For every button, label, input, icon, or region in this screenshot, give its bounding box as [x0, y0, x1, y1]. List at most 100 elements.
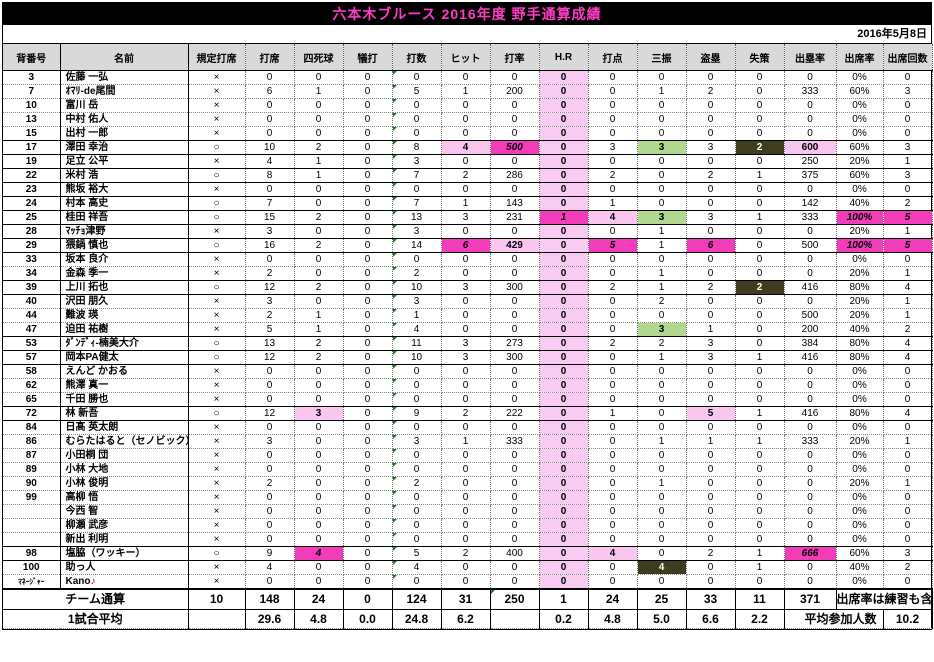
stat-cell-so: 0 [637, 98, 687, 113]
stat-cell-att-count: 0 [883, 504, 933, 519]
stat-cell-ab: 5 [392, 84, 442, 99]
stat-cell-pa: 3 [245, 294, 295, 309]
stat-cell-so: 1 [637, 224, 687, 239]
jersey-number-cell: 15 [3, 126, 61, 141]
stat-cell-bb: 2 [294, 238, 344, 253]
error-indicator-icon [392, 169, 397, 173]
stat-cell-avg: 400 [490, 546, 540, 561]
stat-cell-pa: 0 [245, 490, 295, 505]
player-name-cell: むらたはると（セノビック） [60, 434, 189, 449]
stat-cell-ab: 0 [392, 98, 442, 113]
stat-cell-sb: 1 [686, 322, 736, 337]
stat-cell-obp: 0 [784, 420, 837, 435]
column-header-name: 名前 [60, 44, 189, 71]
stat-cell-sb: 3 [686, 210, 736, 225]
stat-cell-ab: 0 [392, 574, 442, 590]
column-header-sb: 盗塁 [686, 44, 736, 71]
stat-cell-bb: 1 [294, 154, 344, 169]
stat-cell-hr: 0 [539, 406, 589, 421]
stat-cell-att-rate: 0% [836, 112, 884, 127]
stat-cell-avg: 500 [490, 140, 540, 155]
stat-cell-sb: 3 [686, 336, 736, 351]
qualified-mark-cell: × [188, 182, 246, 197]
error-indicator-icon [392, 561, 397, 565]
team-total-cell: 24 [294, 588, 344, 610]
game-average-cell [490, 609, 540, 629]
stat-cell-pa: 3 [245, 434, 295, 449]
error-indicator-icon [392, 141, 397, 145]
stat-cell-avg: 0 [490, 154, 540, 169]
error-indicator-icon [392, 127, 397, 131]
error-indicator-icon [392, 197, 397, 201]
stat-cell-ab: 0 [392, 448, 442, 463]
stat-cell-bb: 0 [294, 490, 344, 505]
stat-cell-err: 0 [735, 252, 785, 267]
stat-cell-obp: 333 [784, 210, 837, 225]
player-name-cell: 上川 拓也 [60, 280, 189, 295]
stat-cell-obp: 0 [784, 462, 837, 477]
error-indicator-icon [392, 351, 397, 355]
stat-cell-obp: 0 [784, 252, 837, 267]
stat-cell-avg: 0 [490, 266, 540, 281]
stat-cell-hits: 1 [441, 196, 491, 211]
jersey-number-cell: 44 [3, 308, 61, 323]
column-header-hr: H.R [539, 44, 589, 71]
stat-cell-so: 1 [637, 266, 687, 281]
qualified-mark-cell: × [188, 266, 246, 281]
player-row: 98 塩脇（ワッキー） ○ 9 4 0 5 2 400 0 4 0 2 1 666 60% 3 [3, 546, 933, 561]
stat-cell-pa: 2 [245, 266, 295, 281]
stat-cell-so: 4 [637, 560, 687, 575]
stat-cell-bb: 0 [294, 126, 344, 141]
stat-cell-avg: 286 [490, 168, 540, 183]
jersey-number-cell: 23 [3, 182, 61, 197]
stat-cell-obp: 0 [784, 294, 837, 309]
player-name-cell: 新出 利明 [60, 532, 189, 547]
column-header-qualified: 規定打席 [188, 44, 246, 71]
stat-cell-avg: 200 [490, 84, 540, 99]
stat-cell-avg: 0 [490, 392, 540, 407]
player-row: 84 日髙 英太朗 × 0 0 0 0 0 0 0 0 0 0 0 0 0% 0 [3, 420, 933, 435]
jersey-number-cell [3, 504, 61, 519]
stat-cell-ab: 1 [392, 308, 442, 323]
stat-cell-rbi: 0 [588, 378, 638, 393]
stat-cell-hits: 0 [441, 154, 491, 169]
stat-cell-so: 0 [637, 364, 687, 379]
team-total-cell: 0 [343, 588, 393, 610]
player-row: 25 桂田 祥吾 ○ 15 2 0 13 3 231 1 4 3 3 1 333 100% 5 [3, 210, 933, 225]
stat-cell-obp: 0 [784, 182, 837, 197]
qualified-mark-cell: × [188, 532, 246, 547]
stat-cell-so: 1 [637, 476, 687, 491]
stat-cell-ab: 0 [392, 518, 442, 533]
error-indicator-icon [392, 435, 397, 439]
stat-cell-att-count: 1 [883, 266, 933, 281]
stat-cell-bb: 0 [294, 266, 344, 281]
stat-cell-att-count: 4 [883, 350, 933, 365]
player-row: 86 むらたはると（セノビック） × 3 0 0 3 1 333 0 0 1 1 1 333 20% 1 [3, 434, 933, 449]
stat-cell-ab: 0 [392, 378, 442, 393]
player-row: 19 足立 公平 × 4 1 0 3 0 0 0 0 0 0 0 250 20% 1 [3, 154, 933, 169]
error-indicator-icon [392, 421, 397, 425]
stat-cell-err: 0 [735, 490, 785, 505]
column-header-so: 三振 [637, 44, 687, 71]
qualified-mark-cell: × [188, 294, 246, 309]
stat-cell-att-count: 1 [883, 434, 933, 449]
stat-cell-ab: 4 [392, 560, 442, 575]
stat-cell-obp: 0 [784, 112, 837, 127]
stat-cell-att-rate: 0% [836, 574, 884, 590]
stat-cell-so: 0 [637, 154, 687, 169]
stat-cell-rbi: 0 [588, 504, 638, 519]
stat-cell-att-rate: 80% [836, 350, 884, 365]
stat-cell-att-count: 4 [883, 280, 933, 295]
qualified-mark-cell: × [188, 448, 246, 463]
team-total-cell: 250 [490, 588, 540, 610]
stat-cell-obp: 600 [784, 140, 837, 155]
stat-cell-sac: 0 [343, 280, 393, 295]
team-total-cell: 371 [784, 588, 837, 610]
stat-cell-hits: 0 [441, 126, 491, 141]
stat-cell-bb: 0 [294, 252, 344, 267]
stat-cell-att-rate: 100% [836, 210, 884, 225]
stat-cell-err: 1 [735, 406, 785, 421]
jersey-number-cell: 24 [3, 196, 61, 211]
stat-cell-rbi: 0 [588, 392, 638, 407]
stat-cell-avg: 0 [490, 98, 540, 113]
